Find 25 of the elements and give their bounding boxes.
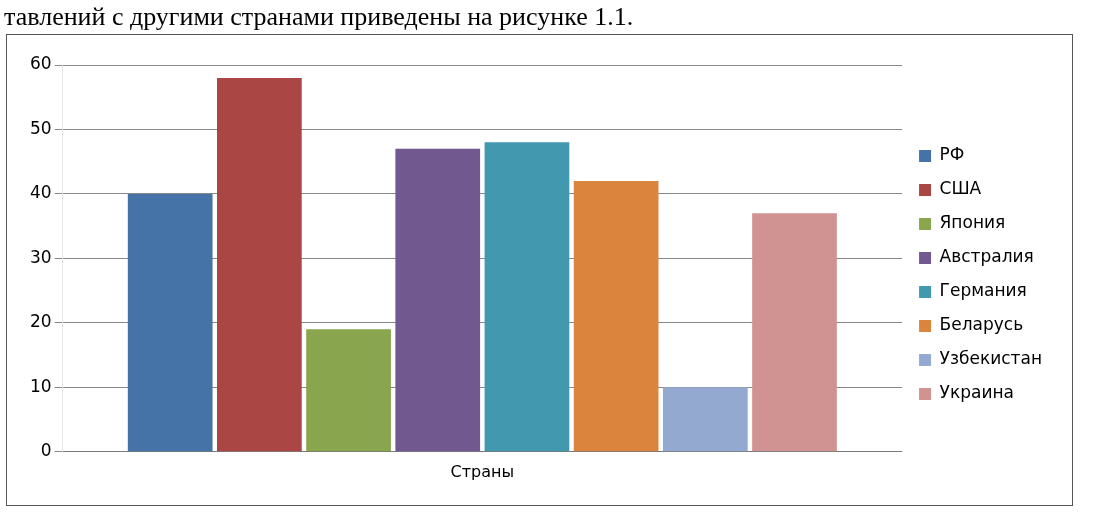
legend-label: Австралия bbox=[939, 246, 1034, 267]
y-tick-label: 60 bbox=[29, 53, 52, 74]
legend-label: Узбекистан bbox=[939, 348, 1043, 369]
text: тавлений с другими странами приведены на рисунке 1.1. bbox=[4, 1, 635, 33]
bar bbox=[217, 77, 302, 452]
legend-label: США bbox=[939, 178, 982, 199]
y-tick-label: 50 bbox=[29, 117, 52, 138]
y-tick-label: 0 bbox=[40, 440, 52, 461]
legend-label: Япония bbox=[939, 212, 1006, 233]
bar bbox=[395, 148, 481, 452]
bar bbox=[662, 387, 748, 452]
y-tick-label: 10 bbox=[29, 375, 52, 396]
legend-label: Германия bbox=[939, 280, 1027, 301]
bar bbox=[752, 213, 837, 452]
bar bbox=[306, 329, 391, 452]
bar bbox=[127, 193, 213, 452]
legend-label: Украина bbox=[939, 382, 1014, 403]
legend-label: Беларусь bbox=[939, 314, 1024, 335]
legend-label: РФ bbox=[939, 144, 965, 165]
bar bbox=[484, 142, 570, 452]
y-tick-label: 40 bbox=[29, 182, 52, 203]
y-tick-label: 20 bbox=[29, 311, 52, 332]
y-tick-label: 30 bbox=[29, 246, 52, 267]
bar bbox=[573, 181, 659, 452]
x-tick-label: Страны bbox=[450, 461, 515, 481]
